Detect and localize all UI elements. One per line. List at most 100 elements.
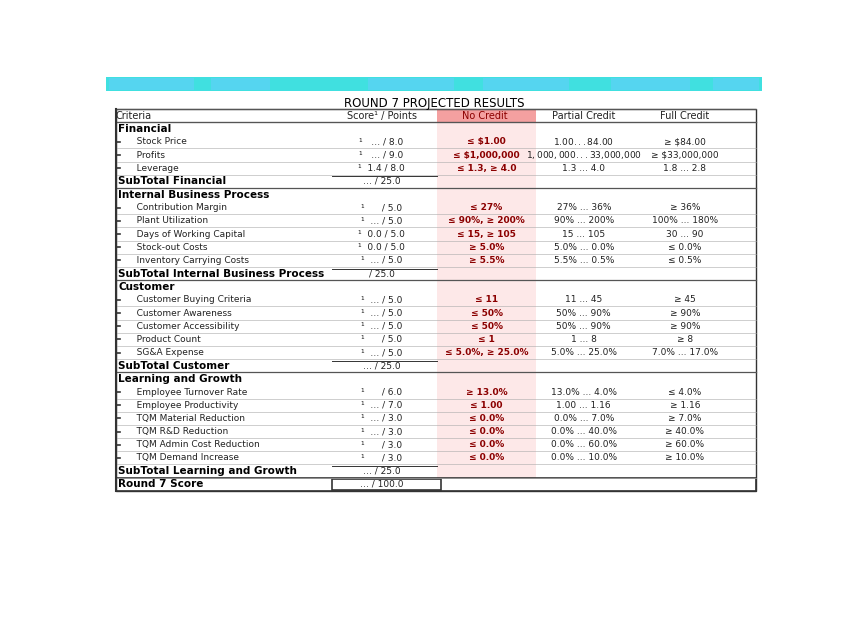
Text: ≥ 1.16: ≥ 1.16 xyxy=(670,401,700,410)
Text: … / 25.0: … / 25.0 xyxy=(363,361,401,370)
Text: ¹  … / 5.0: ¹ … / 5.0 xyxy=(361,348,402,357)
Text: 50% ... 90%: 50% ... 90% xyxy=(556,322,611,330)
Bar xyxy=(713,78,759,91)
Bar xyxy=(612,78,690,91)
Text: Stock Price: Stock Price xyxy=(128,137,186,146)
Text: ¹  … / 5.0: ¹ … / 5.0 xyxy=(361,322,402,330)
Text: ≤ 50%: ≤ 50% xyxy=(471,309,502,318)
Text: ≤ 0.0%: ≤ 0.0% xyxy=(469,414,504,423)
Text: ¹      / 5.0: ¹ / 5.0 xyxy=(361,204,402,212)
Text: ¹  … / 3.0: ¹ … / 3.0 xyxy=(361,414,402,423)
Text: ≤ 1: ≤ 1 xyxy=(479,335,495,344)
Text: 1.3 ... 4.0: 1.3 ... 4.0 xyxy=(562,164,606,173)
Text: ¹  … / 5.0: ¹ … / 5.0 xyxy=(361,309,402,318)
Text: 13.0% ... 4.0%: 13.0% ... 4.0% xyxy=(551,387,617,397)
Text: 0.0% ... 7.0%: 0.0% ... 7.0% xyxy=(554,414,614,423)
Text: Contribution Margin: Contribution Margin xyxy=(128,204,226,212)
Text: $1.00 ... $84.00: $1.00 ... $84.00 xyxy=(553,137,614,147)
Text: Product Count: Product Count xyxy=(128,335,200,344)
Text: ¹  … / 5.0: ¹ … / 5.0 xyxy=(361,295,402,304)
Bar xyxy=(116,109,756,491)
Bar xyxy=(211,78,270,91)
Text: ≤ 0.0%: ≤ 0.0% xyxy=(469,454,504,463)
Text: ¹  0.0 / 5.0: ¹ 0.0 / 5.0 xyxy=(358,230,405,239)
Text: ≤ 90%, ≥ 200%: ≤ 90%, ≥ 200% xyxy=(448,216,525,225)
Text: SubTotal Learning and Growth: SubTotal Learning and Growth xyxy=(119,466,297,476)
Text: … / 25.0: … / 25.0 xyxy=(363,177,401,186)
Text: ≥ 40.0%: ≥ 40.0% xyxy=(666,427,705,436)
Text: ¹  1.4 / 8.0: ¹ 1.4 / 8.0 xyxy=(358,164,405,173)
Text: ≤ 5.0%, ≥ 25.0%: ≤ 5.0%, ≥ 25.0% xyxy=(445,348,529,357)
Bar xyxy=(484,78,568,91)
Text: ≤ 15, ≥ 105: ≤ 15, ≥ 105 xyxy=(457,230,516,239)
Text: 5.5% ... 0.5%: 5.5% ... 0.5% xyxy=(554,256,614,265)
Text: ≥ 13.0%: ≥ 13.0% xyxy=(466,387,507,397)
Text: 100% ... 180%: 100% ... 180% xyxy=(652,216,718,225)
Text: SubTotal Financial: SubTotal Financial xyxy=(119,176,226,186)
Text: Plant Utilization: Plant Utilization xyxy=(128,216,208,225)
Text: ≤ 11: ≤ 11 xyxy=(475,295,498,304)
Text: ≥ 90%: ≥ 90% xyxy=(670,322,700,330)
Text: ¹  … / 5.0: ¹ … / 5.0 xyxy=(361,216,402,225)
Text: 15 ... 105: 15 ... 105 xyxy=(562,230,606,239)
Bar xyxy=(437,109,536,491)
Text: 1.8 ... 2.8: 1.8 ... 2.8 xyxy=(663,164,706,173)
Text: ¹      / 5.0: ¹ / 5.0 xyxy=(361,335,402,344)
Text: ≤ 0.5%: ≤ 0.5% xyxy=(668,256,701,265)
Text: 0.0% ... 40.0%: 0.0% ... 40.0% xyxy=(551,427,617,436)
Text: ROUND 7 PROJECTED RESULTS: ROUND 7 PROJECTED RESULTS xyxy=(344,97,524,110)
Text: ¹      / 3.0: ¹ / 3.0 xyxy=(361,454,402,463)
Text: ¹  0.0 / 5.0: ¹ 0.0 / 5.0 xyxy=(358,242,405,252)
Text: … / 100.0: … / 100.0 xyxy=(360,480,403,489)
Text: Customer Awareness: Customer Awareness xyxy=(128,309,231,318)
Text: SG&A Expense: SG&A Expense xyxy=(128,348,203,357)
Text: 0.0% ... 10.0%: 0.0% ... 10.0% xyxy=(551,454,617,463)
Text: Employee Productivity: Employee Productivity xyxy=(128,401,238,410)
Text: ≤ 1.00: ≤ 1.00 xyxy=(470,401,503,410)
Text: Customer Buying Criteria: Customer Buying Criteria xyxy=(128,295,251,304)
Text: ≤ $1.00: ≤ $1.00 xyxy=(468,137,506,146)
Text: 5.0% ... 25.0%: 5.0% ... 25.0% xyxy=(551,348,617,357)
Text: ¹      / 6.0: ¹ / 6.0 xyxy=(361,387,402,397)
Text: 0.0% ... 60.0%: 0.0% ... 60.0% xyxy=(551,440,617,449)
Text: ≤ 0.0%: ≤ 0.0% xyxy=(469,440,504,449)
Text: ≤ 0.0%: ≤ 0.0% xyxy=(668,242,701,252)
Text: 5.0% ... 0.0%: 5.0% ... 0.0% xyxy=(554,242,614,252)
Text: $1,000,000 ... $33,000,000: $1,000,000 ... $33,000,000 xyxy=(526,149,642,161)
Bar xyxy=(437,109,536,122)
Bar xyxy=(332,478,440,490)
Text: ≥ 60.0%: ≥ 60.0% xyxy=(665,440,705,449)
Text: ¹      / 3.0: ¹ / 3.0 xyxy=(361,440,402,449)
Text: 7.0% ... 17.0%: 7.0% ... 17.0% xyxy=(652,348,718,357)
Text: TQM Admin Cost Reduction: TQM Admin Cost Reduction xyxy=(128,440,259,449)
Text: 1.00 ... 1.16: 1.00 ... 1.16 xyxy=(556,401,611,410)
Text: Customer Accessibility: Customer Accessibility xyxy=(128,322,239,330)
Text: Days of Working Capital: Days of Working Capital xyxy=(128,230,245,239)
Text: ≥ $33,000,000: ≥ $33,000,000 xyxy=(651,151,718,160)
Text: Partial Credit: Partial Credit xyxy=(552,110,616,121)
Text: Financial: Financial xyxy=(119,124,172,134)
Text: Profits: Profits xyxy=(128,151,164,160)
Text: ¹  … / 7.0: ¹ … / 7.0 xyxy=(361,401,402,410)
Text: TQM Material Reduction: TQM Material Reduction xyxy=(128,414,245,423)
Text: 27% ... 36%: 27% ... 36% xyxy=(556,204,611,212)
Text: ≥ 5.0%: ≥ 5.0% xyxy=(469,242,504,252)
Text: Score¹ / Points: Score¹ / Points xyxy=(346,110,417,121)
Text: ¹   … / 8.0: ¹ … / 8.0 xyxy=(359,137,404,146)
Text: Full Credit: Full Credit xyxy=(660,110,710,121)
Text: ≥ 10.0%: ≥ 10.0% xyxy=(665,454,705,463)
Text: Round 7 Score: Round 7 Score xyxy=(119,479,204,489)
Text: ≤ 4.0%: ≤ 4.0% xyxy=(668,387,701,397)
Text: ≤ $1,000,000: ≤ $1,000,000 xyxy=(453,151,520,160)
Text: ≥ 8: ≥ 8 xyxy=(677,335,693,344)
Text: ≥ 36%: ≥ 36% xyxy=(670,204,700,212)
Text: Inventory Carrying Costs: Inventory Carrying Costs xyxy=(128,256,248,265)
Text: ¹  … / 3.0: ¹ … / 3.0 xyxy=(361,427,402,436)
Text: TQM Demand Increase: TQM Demand Increase xyxy=(128,454,239,463)
Text: ¹   … / 9.0: ¹ … / 9.0 xyxy=(359,151,404,160)
Text: / 25.0: / 25.0 xyxy=(368,269,395,278)
Text: TQM R&D Reduction: TQM R&D Reduction xyxy=(128,427,228,436)
Text: Employee Turnover Rate: Employee Turnover Rate xyxy=(128,387,247,397)
Text: ¹  … / 5.0: ¹ … / 5.0 xyxy=(361,256,402,265)
Text: 1 ... 8: 1 ... 8 xyxy=(571,335,596,344)
